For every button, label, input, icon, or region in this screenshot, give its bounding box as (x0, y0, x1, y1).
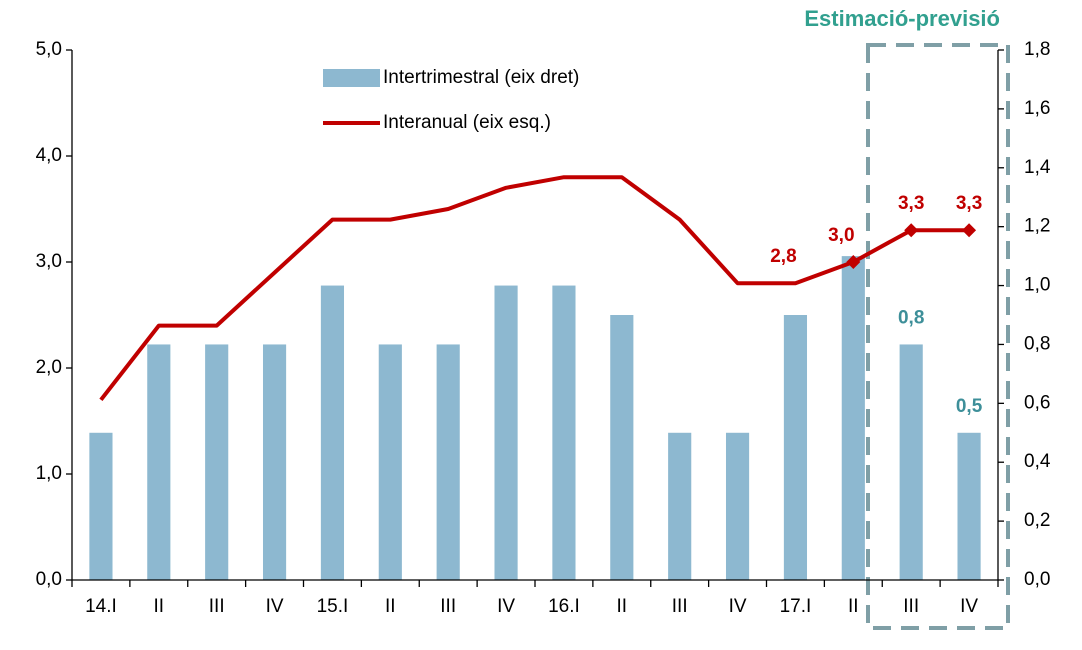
x-tick-label: III (672, 596, 688, 617)
line (99, 175, 970, 402)
bar (552, 285, 576, 580)
x-tick-label: III (440, 596, 456, 617)
data-label: 3,0 (828, 225, 854, 246)
annotation: Estimació-previsió (804, 6, 1000, 31)
data-label: 3,3 (956, 193, 982, 214)
marker (962, 223, 977, 238)
data-label: 0,5 (956, 396, 983, 417)
y2-tick-label: 1,6 (1024, 98, 1050, 119)
y2-tick-label: 1,8 (1024, 39, 1050, 60)
x-tick-label: 14.I (85, 596, 117, 617)
bar (783, 315, 808, 580)
marker (904, 223, 919, 238)
y2-tick-label: 0,0 (1024, 569, 1050, 590)
bar (378, 344, 402, 580)
bar (494, 285, 518, 580)
bar (899, 344, 923, 580)
bar (205, 344, 229, 580)
y-tick-label: 5,0 (36, 39, 62, 60)
data-label: 0,8 (898, 307, 924, 328)
y-tick-label: 1,0 (36, 463, 62, 484)
bar (725, 432, 750, 580)
forecast-box (866, 43, 1010, 630)
y2-tick-label: 1,2 (1024, 216, 1050, 237)
x-tick-label: II (385, 596, 396, 617)
bar (262, 344, 287, 580)
y2-tick-label: 1,0 (1024, 275, 1050, 296)
bar (89, 432, 113, 580)
y-tick-label: 2,0 (36, 357, 62, 378)
data-label: 2,8 (770, 246, 796, 267)
x-tick-label: IV (960, 596, 978, 617)
x-tick-label: III (903, 596, 919, 617)
bar (841, 256, 865, 580)
x-tick-label: 17.I (780, 596, 812, 617)
legend-label: Intertrimestral (eix dret) (383, 67, 579, 88)
x-tick-label: II (154, 596, 165, 617)
bar (610, 315, 634, 580)
bar (436, 344, 460, 580)
x-tick-label: IV (497, 596, 515, 617)
data-label: 3,3 (898, 193, 924, 214)
y2-tick-label: 1,4 (1024, 157, 1051, 178)
y2-tick-label: 0,8 (1024, 333, 1050, 354)
bar (668, 432, 692, 580)
y-tick-label: 0,0 (36, 569, 62, 590)
bar (147, 344, 171, 580)
x-tick-label: 15.I (317, 596, 349, 617)
y-tick-label: 4,0 (36, 145, 62, 166)
y2-tick-label: 0,4 (1024, 451, 1051, 472)
x-tick-label: IV (729, 596, 747, 617)
bar (320, 285, 345, 580)
x-tick-label: III (209, 596, 225, 617)
y-tick-label: 3,0 (36, 251, 62, 272)
y2-tick-label: 0,2 (1024, 510, 1050, 531)
y2-tick-label: 0,6 (1024, 392, 1050, 413)
x-tick-label: IV (266, 596, 284, 617)
marker (846, 255, 861, 269)
bar (957, 432, 981, 580)
x-tick-label: 16.I (548, 596, 580, 617)
x-tick-label: II (617, 596, 628, 617)
legend-swatch (323, 69, 380, 87)
x-tick-label: II (848, 596, 859, 617)
legend-label: Interanual (eix esq.) (383, 112, 551, 133)
